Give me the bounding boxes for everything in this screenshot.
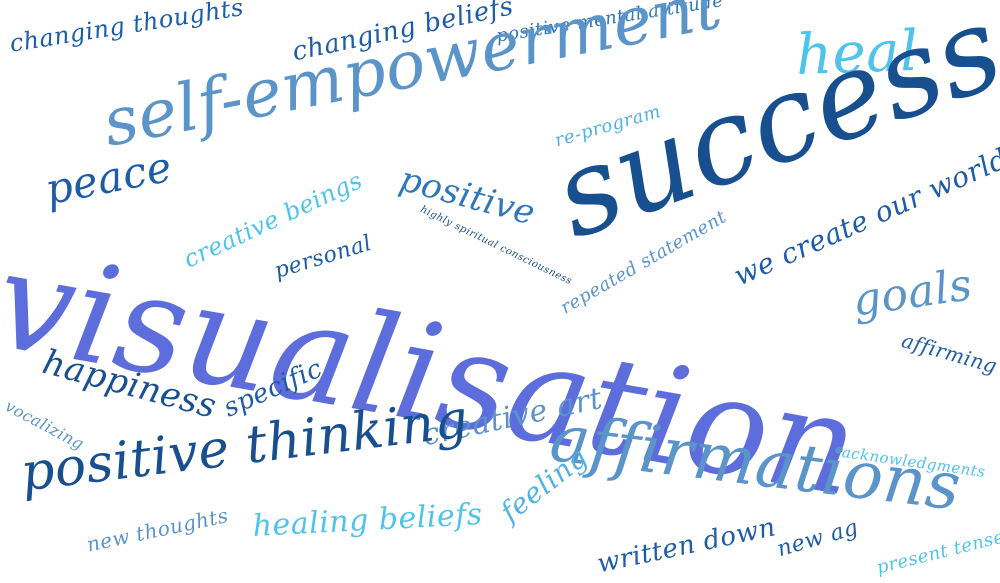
word-peace: peace [41, 141, 176, 215]
word-present-tense: present tense [874, 526, 1000, 579]
word-positive: positive [395, 159, 540, 234]
word-written-down: written down [594, 512, 779, 580]
word-healing-beliefs: healing beliefs [251, 496, 484, 544]
word-affirming: affirming [898, 328, 1000, 379]
word-changing-thoughts: changing thoughts [7, 0, 246, 58]
word-new-thoughts: new thoughts [84, 503, 231, 557]
word-goals: goals [849, 259, 976, 327]
